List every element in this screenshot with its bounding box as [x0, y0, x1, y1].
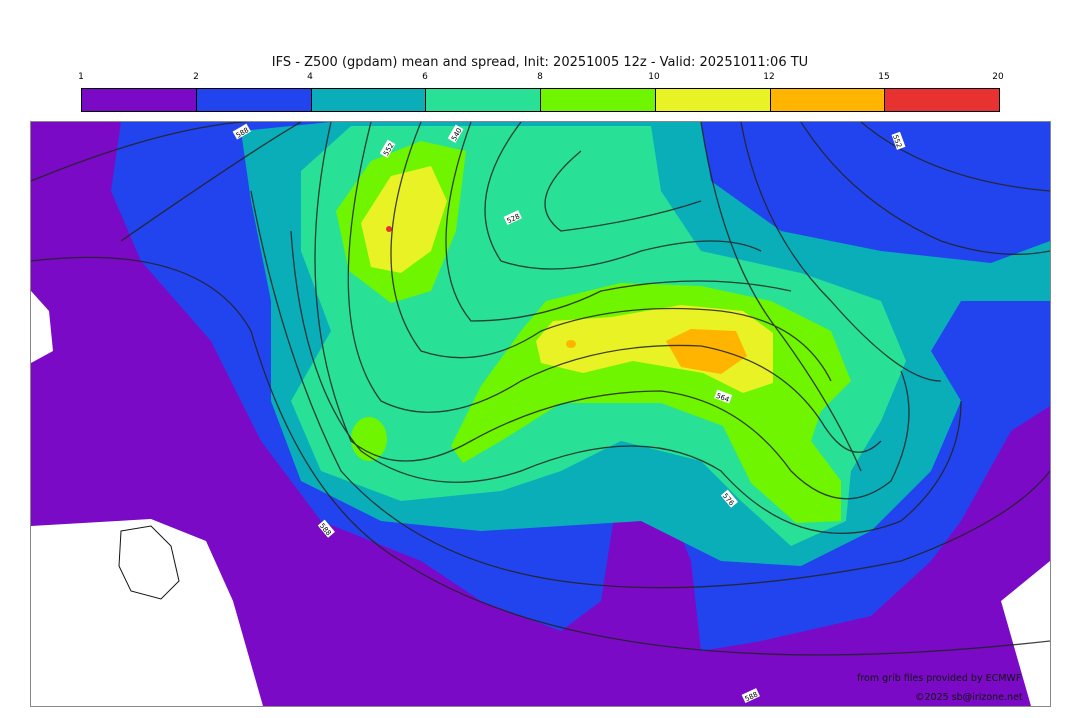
spread-level-7: [566, 340, 576, 348]
colorbar-tick: 4: [307, 72, 313, 82]
colorbar-swatch: [885, 89, 999, 111]
colorbar-tick: 1: [78, 72, 84, 82]
colorbar-tick: 15: [878, 72, 890, 82]
spread-map: 588 552 540 528 552 564 576 588 588: [30, 121, 1051, 707]
spread-level-7: [666, 329, 747, 374]
colorbar-swatch: [196, 89, 312, 111]
colorbar-swatch: [311, 89, 427, 111]
colorbar-tick: 12: [763, 72, 775, 82]
colorbar-tick: 8: [537, 72, 543, 82]
spread-level-5: [351, 417, 387, 461]
data-source-credit: from grib files provided by ECMWF: [857, 673, 1022, 684]
colorbar-tick: 20: [992, 72, 1004, 82]
colorbar-swatch: [655, 89, 771, 111]
map-title: IFS - Z500 (gpdam) mean and spread, Init…: [271, 55, 809, 70]
spread-level-8: [386, 226, 392, 232]
colorbar-swatch: [541, 89, 656, 111]
no-data-area: [1001, 561, 1050, 706]
colorbar-tick: 10: [648, 72, 660, 82]
copyright-credit: ©2025 sb@irizone.net: [915, 692, 1023, 703]
colorbar-tick: 6: [422, 72, 428, 82]
spread-level-6: [361, 166, 447, 273]
no-data-area: [31, 519, 263, 706]
colorbar-swatch: [82, 89, 197, 111]
colorbar-tick: 2: [193, 72, 199, 82]
colorbar-swatch: [426, 89, 541, 111]
height-contours: [31, 122, 1050, 656]
no-data-area: [31, 291, 53, 363]
colorbar: [81, 88, 1000, 112]
colorbar-swatch: [770, 89, 886, 111]
island-outline: [118, 525, 180, 600]
